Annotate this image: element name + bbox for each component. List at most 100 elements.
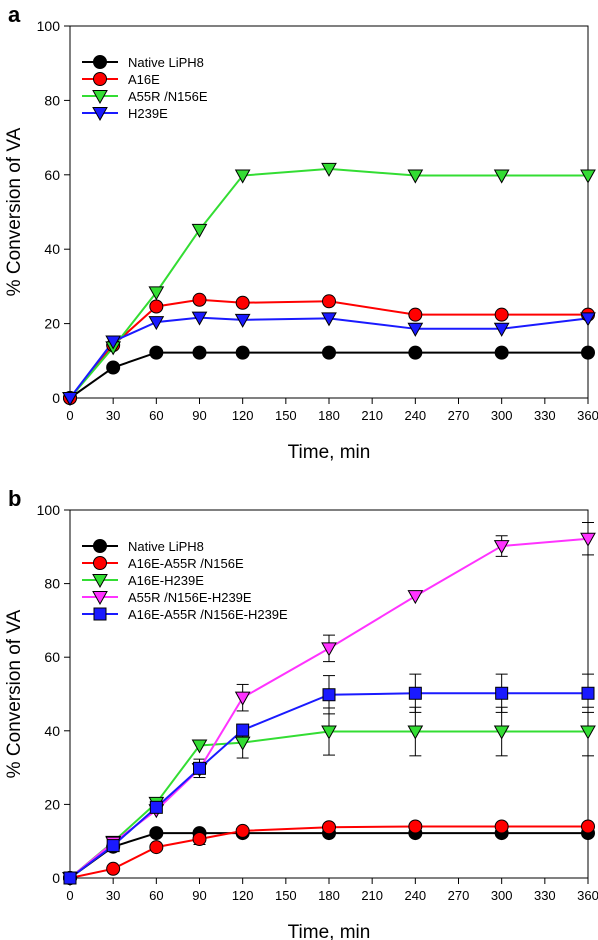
data-point <box>191 739 208 754</box>
data-point <box>105 335 122 350</box>
legend: Native LiPH8 A16E A55R /N156E H239E <box>82 55 208 122</box>
data-point <box>493 540 510 555</box>
data-point <box>63 871 77 885</box>
legend-label: H239E <box>128 106 168 121</box>
x-tick-label: 30 <box>106 888 120 903</box>
x-tick-label: 330 <box>534 408 556 423</box>
x-axis-label: Time, min <box>288 922 371 940</box>
y-tick-label: 20 <box>44 316 60 332</box>
x-tick-label: 60 <box>149 888 163 903</box>
y-axis-label: % Conversion of VA <box>4 609 25 778</box>
x-tick-label: 360 <box>577 408 598 423</box>
data-point <box>149 345 164 360</box>
data-point <box>321 312 337 327</box>
y-tick-label: 40 <box>44 723 60 739</box>
data-point <box>235 345 250 360</box>
data-point <box>62 392 78 407</box>
x-tick-label: 240 <box>404 888 426 903</box>
data-point <box>580 169 596 184</box>
data-point <box>149 840 164 855</box>
x-tick-label: 60 <box>149 408 163 423</box>
legend-label: A55R /N156E <box>128 89 208 104</box>
y-tick-label: 60 <box>44 649 60 665</box>
legend-label: A16E-A55R /N156E <box>128 556 244 571</box>
data-point <box>234 169 251 184</box>
data-point <box>494 819 509 834</box>
data-point <box>149 826 164 841</box>
data-point <box>148 286 165 301</box>
data-point <box>407 169 424 184</box>
x-tick-label: 360 <box>577 888 598 903</box>
data-point <box>106 861 121 876</box>
x-tick-label: 180 <box>318 408 340 423</box>
data-point <box>236 723 250 737</box>
legend-marker <box>92 591 108 606</box>
x-tick-label: 0 <box>66 408 73 423</box>
data-point <box>493 725 510 740</box>
chart-panel-b: b 0 20 40 60 80 100 0 30 60 90 120 150 180 210 240 270 30… <box>4 486 598 940</box>
x-tick-label: 120 <box>232 408 254 423</box>
legend-label: A16E-H239E <box>128 573 204 588</box>
legend-marker <box>92 90 108 105</box>
x-tick-label: 300 <box>491 408 513 423</box>
data-point <box>149 800 163 814</box>
panel-label: a <box>8 2 21 27</box>
data-point <box>193 761 206 775</box>
data-point <box>234 313 251 328</box>
legend-label: A55R /N156E-H239E <box>128 590 252 605</box>
data-point <box>235 295 250 310</box>
data-point <box>106 839 120 853</box>
y-tick-label: 80 <box>44 92 60 108</box>
series-points-4 <box>62 311 596 407</box>
data-point <box>493 322 510 337</box>
series-points-2 <box>63 819 595 885</box>
data-point <box>321 642 337 657</box>
x-tick-label: 0 <box>66 888 73 903</box>
legend-marker <box>93 607 107 621</box>
y-tick-label: 100 <box>37 18 61 34</box>
x-tick-label: 90 <box>192 408 206 423</box>
data-point <box>580 532 596 547</box>
data-point <box>494 307 509 322</box>
x-tick-label: 330 <box>534 888 556 903</box>
x-tick-label: 300 <box>491 888 513 903</box>
panel-label: b <box>8 486 21 511</box>
y-tick-label: 40 <box>44 241 60 257</box>
legend-marker <box>93 55 107 69</box>
y-axis-label: % Conversion of VA <box>4 127 25 296</box>
x-tick-label: 210 <box>361 888 383 903</box>
x-tick-label: 30 <box>106 408 120 423</box>
data-point <box>322 294 336 309</box>
data-point <box>106 360 121 375</box>
series-points-3 <box>62 162 596 407</box>
data-point <box>234 691 251 706</box>
data-point <box>191 223 208 238</box>
x-tick-label: 90 <box>192 888 206 903</box>
data-point <box>148 316 165 331</box>
x-tick-label: 180 <box>318 888 340 903</box>
data-point <box>408 686 422 700</box>
data-point <box>192 292 207 307</box>
data-point <box>580 312 596 327</box>
data-point <box>408 819 423 834</box>
data-point <box>322 820 336 835</box>
data-point <box>192 831 207 846</box>
legend-label: A16E <box>128 72 160 87</box>
data-point <box>149 299 164 314</box>
data-point <box>235 823 250 838</box>
series-points-1 <box>63 826 595 885</box>
x-tick-label: 270 <box>448 408 470 423</box>
legend-label: A16E-A55R /N156E-H239E <box>128 607 288 622</box>
data-point <box>581 345 595 360</box>
x-tick-label: 150 <box>275 888 297 903</box>
data-point <box>407 725 424 740</box>
legend-label: Native LiPH8 <box>128 539 204 554</box>
data-point <box>495 686 509 700</box>
series-points-5 <box>63 686 595 885</box>
data-point <box>321 725 337 740</box>
y-tick-label: 0 <box>52 390 60 406</box>
data-point <box>407 590 424 605</box>
legend: Native LiPH8 A16E-A55R /N156E A16E-H239E A5… <box>82 539 288 622</box>
x-tick-label: 270 <box>448 888 470 903</box>
y-tick-label: 60 <box>44 167 60 183</box>
